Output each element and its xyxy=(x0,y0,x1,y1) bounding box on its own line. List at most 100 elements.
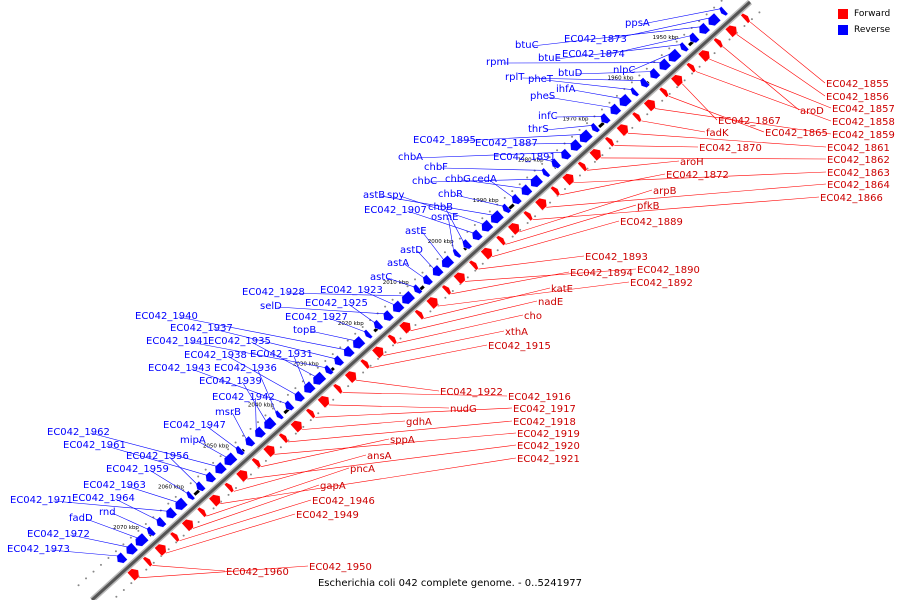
gene-label-katE: katE xyxy=(551,284,573,295)
tick-dot-upper xyxy=(99,563,102,566)
gene-label-EC042_1923: EC042_1923 xyxy=(320,285,383,296)
gene-label-EC042_1907: EC042_1907 xyxy=(364,205,427,216)
forward-leader-line xyxy=(356,379,440,392)
forward-leader-line xyxy=(532,196,820,220)
forward-leader-line xyxy=(491,220,620,258)
reverse-leader-line xyxy=(555,116,602,118)
gene-label-EC042_1863: EC042_1863 xyxy=(827,168,890,179)
tick-dot-lower xyxy=(392,344,395,347)
legend-label-reverse: Reverse xyxy=(854,24,891,35)
reverse-gene-arrow xyxy=(550,157,562,169)
forward-gene-arrow xyxy=(332,383,343,395)
tick-dot-upper xyxy=(264,414,267,417)
tick-dot-lower xyxy=(549,201,552,204)
forward-gene-arrow xyxy=(235,469,249,483)
forward-leader-line xyxy=(614,145,699,148)
forward-leader-line xyxy=(736,34,826,97)
tick-dot-upper xyxy=(548,156,551,159)
gene-label-pncA: pncA xyxy=(350,464,375,475)
forward-leader-line xyxy=(206,467,350,517)
forward-gene-arrow xyxy=(468,259,479,271)
tick-dot-upper xyxy=(586,122,589,125)
forward-gene-arrow xyxy=(740,12,751,24)
forward-gene-arrow xyxy=(616,123,629,137)
tick-dot-lower xyxy=(616,140,619,143)
tick-dot-upper xyxy=(346,339,349,342)
tick-dot-upper xyxy=(578,128,581,131)
reverse-leader-line xyxy=(555,44,681,60)
reverse-gene-arrow xyxy=(560,148,572,160)
reverse-leader-line xyxy=(70,534,129,548)
forward-gene-arrow xyxy=(577,161,588,172)
gene-label-gdhA: gdhA xyxy=(406,417,432,428)
tick-dot-upper xyxy=(107,557,110,560)
gene-label-cho: cho xyxy=(524,311,542,322)
reverse-gene-arrow xyxy=(156,516,167,528)
reverse-gene-arrow xyxy=(244,435,256,447)
gene-label-EC042_1972: EC042_1972 xyxy=(27,529,90,540)
gene-label-pheS: pheS xyxy=(530,91,555,102)
tick-dot-upper xyxy=(443,251,446,254)
tick-dot-upper xyxy=(271,407,274,410)
forward-leader-line xyxy=(328,404,450,409)
tick-dot-upper xyxy=(77,584,80,587)
tick-dot-lower xyxy=(347,385,350,388)
genome-caption: Escherichia coli 042 complete genome. - … xyxy=(317,578,583,589)
forward-leader-line xyxy=(505,204,637,245)
forward-leader-line xyxy=(478,255,585,270)
tick-dot-lower xyxy=(197,521,200,524)
gene-label-rplT: rplT xyxy=(505,72,525,83)
tick-dot-lower xyxy=(264,459,267,462)
gene-label-nlpC: nlpC xyxy=(613,65,635,76)
forward-leader-line xyxy=(573,171,827,183)
tick-dot-upper xyxy=(675,40,678,43)
tick-dot-lower xyxy=(661,99,664,102)
tick-dot-upper xyxy=(137,529,140,532)
tick-dot-upper xyxy=(92,570,95,573)
tick-dot-upper xyxy=(197,475,200,478)
forward-leader-line xyxy=(750,21,826,84)
tick-dot-upper xyxy=(683,33,686,36)
reverse-leader-line xyxy=(50,549,119,557)
tick-dot-lower xyxy=(369,364,372,367)
tick-dot-upper xyxy=(436,258,439,261)
reverse-leader-line xyxy=(407,210,474,234)
tick-dot-upper xyxy=(122,543,125,546)
tick-dot-lower xyxy=(309,419,312,422)
forward-gene-arrow xyxy=(441,284,452,296)
forward-gene-arrow xyxy=(208,494,221,507)
reverse-leader-line xyxy=(462,179,523,189)
tick-dot-upper xyxy=(660,54,663,57)
forward-leader-line xyxy=(247,444,517,480)
reverse-leader-line xyxy=(251,341,316,377)
forward-gene-arrow xyxy=(371,346,384,359)
gene-label-nudG: nudG xyxy=(450,404,477,415)
gene-label-EC042_1858: EC042_1858 xyxy=(832,117,895,128)
reverse-gene-arrow xyxy=(363,329,374,339)
forward-gene-arrow xyxy=(290,420,303,433)
tick-dot-lower xyxy=(302,425,305,428)
reverse-leader-line xyxy=(415,152,563,159)
tick-dot-upper xyxy=(167,502,170,505)
kbp-label: 2050 kbp xyxy=(203,443,229,449)
tick-dot-lower xyxy=(578,174,581,177)
reverse-gene-arrow xyxy=(609,103,622,116)
reverse-leader-line xyxy=(607,17,711,41)
gene-label-rpmI: rpmI xyxy=(486,57,509,68)
gene-label-chbR: chbR xyxy=(438,189,463,200)
forward-gene-arrow xyxy=(317,395,330,409)
reverse-leader-line xyxy=(197,440,227,458)
gene-label-EC042_1893: EC042_1893 xyxy=(585,252,648,263)
gene-label-selD: selD xyxy=(260,301,282,312)
forward-leader-line xyxy=(655,108,832,135)
tick-dot-upper xyxy=(698,20,701,23)
gene-label-EC042_1865: EC042_1865 xyxy=(765,128,828,139)
reverse-leader-line xyxy=(380,195,494,216)
tick-dot-upper xyxy=(600,108,603,111)
reverse-leader-line xyxy=(456,134,583,142)
tick-dot-upper xyxy=(421,271,424,274)
forward-leader-line xyxy=(559,173,666,196)
gene-label-EC042_1925: EC042_1925 xyxy=(305,298,368,309)
reverse-gene-arrow xyxy=(165,506,178,519)
